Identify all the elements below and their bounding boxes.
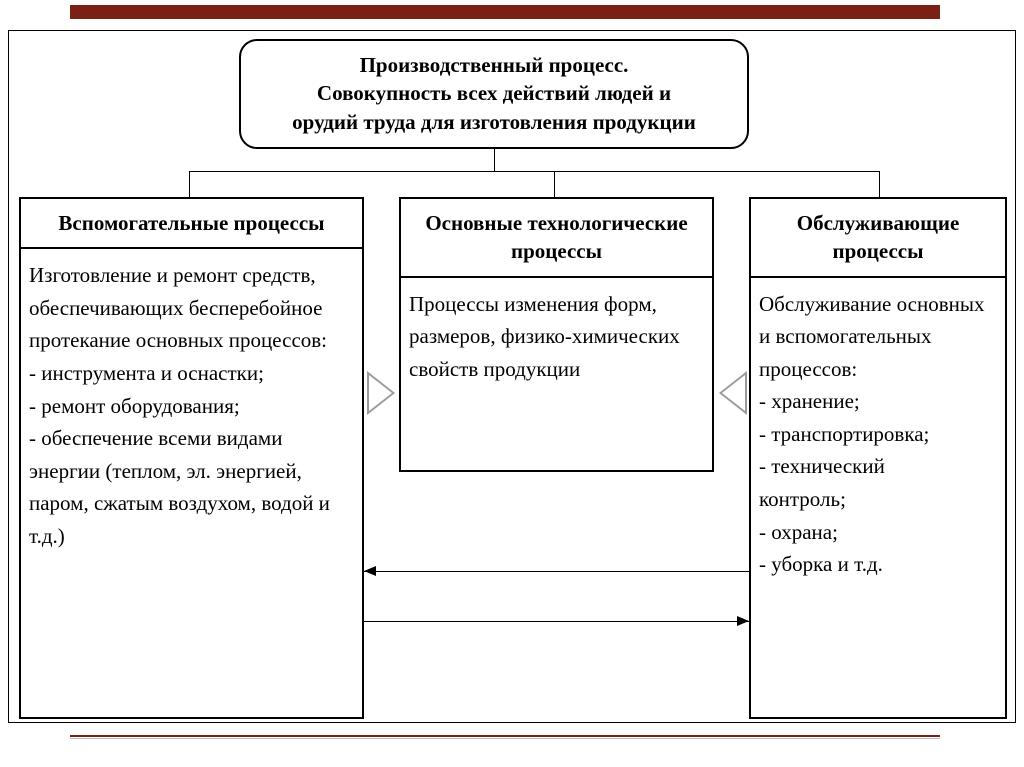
root-line-2: Совокупность всех действий людей и (259, 79, 729, 107)
child-right-body: Обслуживание основных и вспомогательных … (751, 278, 1005, 595)
child-center-body: Процессы изменения форм, размеров, физик… (401, 278, 712, 400)
fat-arrow-right-to-center (719, 371, 747, 415)
connector-drop-center (554, 171, 555, 197)
diagram-frame: Производственный процесс. Совокупность в… (8, 30, 1016, 723)
child-left-title: Вспомогательные процессы (21, 199, 362, 249)
child-left-body: Изготовление и ремонт средств, обеспечив… (21, 249, 362, 566)
child-left: Вспомогательные процессы Изготовление и … (19, 197, 364, 719)
connector-root-stub (494, 149, 495, 171)
connector-drop-left (189, 171, 190, 197)
root-node: Производственный процесс. Совокупность в… (239, 39, 749, 149)
thin-arrow-2-line (364, 621, 749, 622)
child-center-title: Основные технологические процессы (401, 199, 712, 278)
accent-bar-bottom (70, 735, 940, 739)
root-line-3: орудий труда для изготовления продукции (259, 108, 729, 136)
accent-bar-top (70, 5, 940, 19)
child-center: Основные технологические процессы Процес… (399, 197, 714, 472)
thin-arrow-2-head (737, 616, 749, 626)
thin-arrow-1-head (364, 566, 376, 576)
thin-arrow-1-line (364, 571, 749, 572)
child-right: Обслуживающие процессы Обслуживание осно… (749, 197, 1007, 719)
child-right-title: Обслуживающие процессы (751, 199, 1005, 278)
fat-arrow-left-to-center (367, 371, 395, 415)
connector-drop-right (879, 171, 880, 197)
connector-bus (189, 171, 879, 172)
root-line-1: Производственный процесс. (259, 51, 729, 79)
